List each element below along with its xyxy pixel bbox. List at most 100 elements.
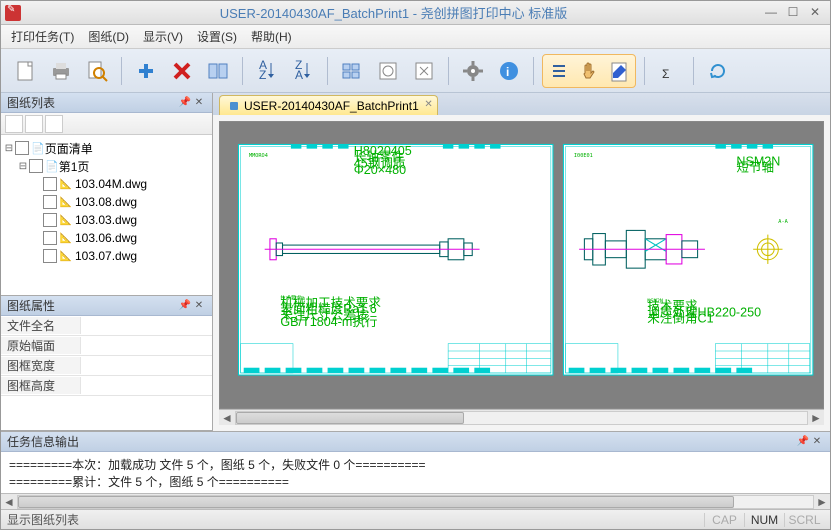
scroll-right-icon[interactable]: ► (808, 411, 824, 425)
menu-print-tasks[interactable]: 打印任务(T) (11, 28, 74, 45)
status-cap: CAP (704, 513, 744, 527)
tree-page1[interactable]: ⊟📄第1页 (3, 157, 210, 175)
tree-file[interactable]: 📐103.07.dwg (3, 247, 210, 265)
mode-edit-button[interactable] (605, 57, 633, 85)
preview-button[interactable] (81, 55, 113, 87)
mode-hand-button[interactable] (575, 57, 603, 85)
new-button[interactable] (9, 55, 41, 87)
document-icon (13, 59, 37, 83)
tree-file[interactable]: 📐103.06.dwg (3, 229, 210, 247)
panel-close-icon[interactable]: ✕ (192, 300, 206, 311)
scroll-thumb[interactable] (236, 412, 464, 424)
prop-key: 文件全名 (1, 317, 81, 334)
gear-icon (461, 59, 485, 83)
sort-az-button[interactable]: AZ (251, 55, 283, 87)
tree-file[interactable]: 📐103.08.dwg (3, 193, 210, 211)
tree-toolbar (1, 113, 212, 135)
pencil-icon (607, 59, 631, 83)
scroll-thumb[interactable] (18, 496, 734, 508)
menu-settings[interactable]: 设置(S) (197, 28, 237, 45)
hand-icon (577, 59, 601, 83)
prop-row: 原始幅面 (1, 336, 212, 356)
panel-close-icon[interactable]: ✕ (192, 97, 206, 108)
stamp-icon (376, 59, 400, 83)
drawing-list-title: 图纸列表 (7, 94, 55, 111)
sort-za-button[interactable]: ZA (287, 55, 319, 87)
sigma-icon: Σ (657, 59, 681, 83)
svg-text:Σ: Σ (662, 67, 669, 81)
svg-text:短节轴: 短节轴 (736, 161, 774, 175)
info-button[interactable]: i (493, 55, 525, 87)
maximize-button[interactable]: ☐ (782, 5, 804, 21)
tree-file[interactable]: 📐103.03.dwg (3, 211, 210, 229)
drawing-list-panel: 图纸列表 📌 ✕ ⊟📄页面清单 ⊟📄第1页 📐103.04M.dwg📐103.0… (1, 93, 212, 296)
panel-close-icon[interactable]: ✕ (810, 436, 824, 447)
scroll-left-icon[interactable]: ◄ (1, 495, 17, 509)
close-button[interactable]: ✕ (804, 5, 826, 21)
tree-root[interactable]: ⊟📄页面清单 (3, 139, 210, 157)
add-button[interactable] (130, 55, 162, 87)
refresh-button[interactable] (702, 55, 734, 87)
tab-close-icon[interactable]: ✕ (424, 99, 432, 110)
drawing-list-header: 图纸列表 📌 ✕ (1, 93, 212, 113)
tree-file[interactable]: 📐103.04M.dwg (3, 175, 210, 193)
scroll-left-icon[interactable]: ◄ (219, 411, 235, 425)
menubar: 打印任务(T) 图纸(D) 显示(V) 设置(S) 帮助(H) (1, 25, 830, 49)
svg-text:A: A (295, 68, 303, 82)
prop-row: 文件全名 (1, 316, 212, 336)
tree-body: ⊟📄页面清单 ⊟📄第1页 📐103.04M.dwg📐103.08.dwg📐103… (1, 135, 212, 295)
magnify-doc-icon (85, 59, 109, 83)
gear-button[interactable] (457, 55, 489, 87)
printer-icon (49, 59, 73, 83)
canvas-hscroll[interactable]: ◄ ► (219, 409, 824, 425)
app-icon (5, 5, 21, 21)
sigma-button[interactable]: Σ (653, 55, 685, 87)
tab-label: USER-20140430AF_BatchPrint1 (244, 99, 419, 113)
props-body: 文件全名 原始幅面 图框宽度 图框高度 (1, 316, 212, 430)
toolbar: AZ ZA i Σ (1, 49, 830, 93)
menu-drawings[interactable]: 图纸(D) (88, 28, 129, 45)
task-output-panel: 任务信息输出 📌 ✕ =========本次：加载成功 文件 5 个，图纸 5 … (1, 431, 830, 509)
stamp2-icon (412, 59, 436, 83)
mode-list-button[interactable] (545, 57, 573, 85)
titlebar: USER-20140430AF_BatchPrint1 - 尧创拼图打印中心 标… (1, 1, 830, 25)
menu-display[interactable]: 显示(V) (143, 28, 183, 45)
mode-group (542, 54, 636, 88)
grid-button[interactable] (336, 55, 368, 87)
svg-text:I00E01: I00E01 (574, 153, 593, 159)
print-button[interactable] (45, 55, 77, 87)
left-panels: 图纸列表 📌 ✕ ⊟📄页面清单 ⊟📄第1页 📐103.04M.dwg📐103.0… (1, 93, 213, 431)
output-body: =========本次：加载成功 文件 5 个，图纸 5 个，失败文件 0 个=… (1, 452, 830, 493)
window-title: USER-20140430AF_BatchPrint1 - 尧创拼图打印中心 标… (27, 3, 760, 22)
tree-icon-2[interactable] (25, 115, 43, 133)
grid-icon (340, 59, 364, 83)
drawing-props-title: 图纸属性 (7, 297, 55, 314)
sort-az-icon: AZ (255, 59, 279, 83)
status-scrl: SCRL (784, 513, 824, 527)
svg-text:A-A: A-A (778, 219, 788, 225)
prop-key: 图框宽度 (1, 357, 81, 374)
stamp1-button[interactable] (372, 55, 404, 87)
prop-row: 图框宽度 (1, 356, 212, 376)
output-hscroll[interactable]: ◄ ► (1, 493, 830, 509)
scroll-right-icon[interactable]: ► (814, 495, 830, 509)
statusbar: 显示图纸列表 CAP NUM SCRL (1, 509, 830, 529)
menu-help[interactable]: 帮助(H) (251, 28, 292, 45)
canvas[interactable]: MMORO4 H8020405长轴零件45钢调质Φ20×480 (219, 121, 824, 409)
tree-icon-3[interactable] (45, 115, 63, 133)
stamp2-button[interactable] (408, 55, 440, 87)
pin-icon[interactable]: 📌 (796, 436, 810, 447)
delete-button[interactable] (166, 55, 198, 87)
layout-button[interactable] (202, 55, 234, 87)
svg-text:技术要求: 技术要求 (280, 294, 302, 302)
pin-icon[interactable]: 📌 (178, 300, 192, 311)
drawing-props-header: 图纸属性 📌 ✕ (1, 296, 212, 316)
drawing-props-panel: 图纸属性 📌 ✕ 文件全名 原始幅面 图框宽度 图框高度 (1, 296, 212, 431)
tree-icon-1[interactable] (5, 115, 23, 133)
task-output-title: 任务信息输出 (7, 433, 79, 450)
minimize-button[interactable]: — (760, 5, 782, 21)
tab-active[interactable]: USER-20140430AF_BatchPrint1 ✕ (219, 95, 438, 115)
refresh-icon (706, 59, 730, 83)
info-icon: i (497, 59, 521, 83)
pin-icon[interactable]: 📌 (178, 97, 192, 108)
